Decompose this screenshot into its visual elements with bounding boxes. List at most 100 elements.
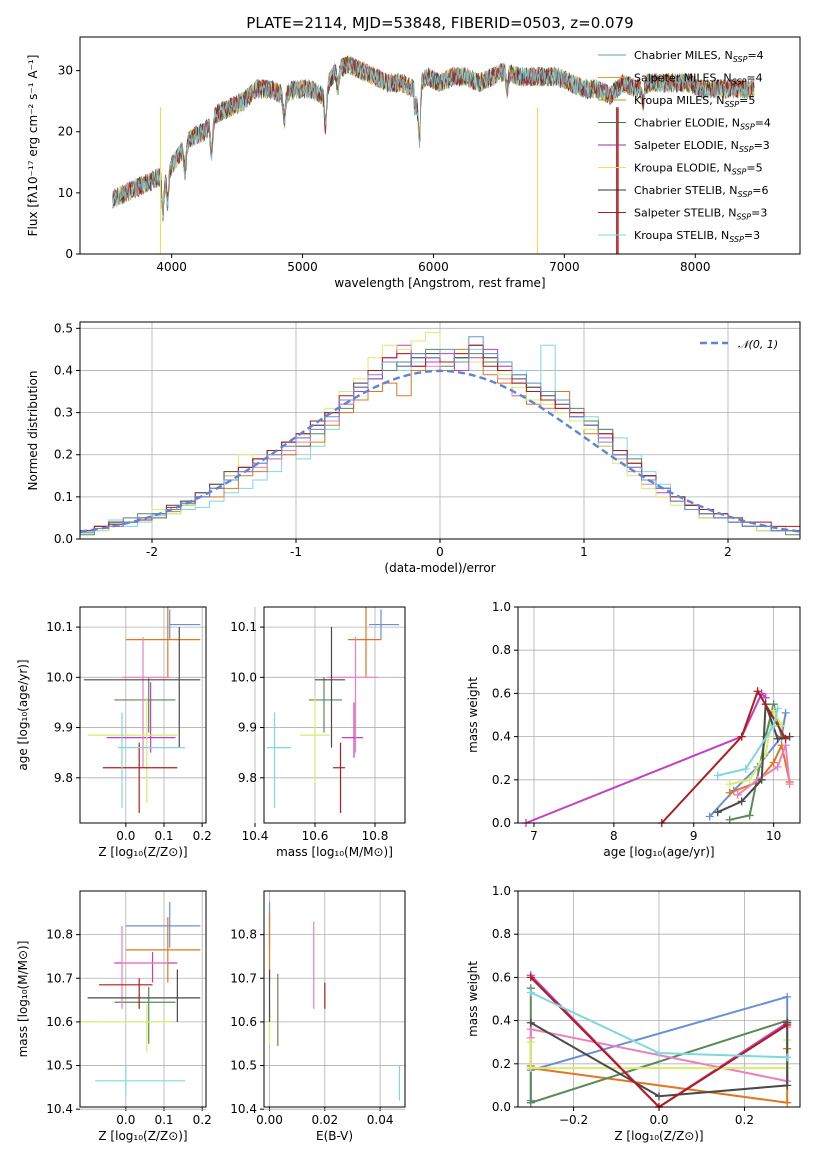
axes-frame: [79, 321, 801, 540]
y-tick-label: 10.0: [230, 670, 257, 684]
y-tick-label: 0.3: [54, 406, 73, 420]
data-point: [121, 925, 168, 1009]
y-tick-label: 0.0: [54, 532, 73, 546]
legend-label: Kroupa STELIB, NSSP=3: [634, 229, 760, 244]
x-tick-label: 0: [436, 545, 444, 559]
data-point: [114, 677, 176, 733]
legend-subscript: SSP: [738, 190, 753, 199]
axes-frame: [517, 606, 801, 824]
data-point: [87, 969, 201, 1022]
data-point: [106, 682, 176, 753]
legend-label: Chabrier ELODIE, NSSP=4: [634, 117, 771, 132]
weight-marker: [773, 704, 782, 713]
axes-frame: [263, 890, 406, 1108]
x-axis-label: E(B-V): [316, 1129, 353, 1143]
data-point: [327, 637, 378, 753]
x-tick-label: 7000: [549, 260, 580, 274]
y-tick-label: 10.0: [46, 670, 73, 684]
spectrum-panel: 4000 5000 6000 7000 8000 0 10 20 30 wavelength [A…: [26, 36, 801, 290]
legend-subscript: SSP: [736, 213, 751, 222]
y-tick-label: 20: [58, 125, 73, 139]
legend-subscript: SSP: [740, 123, 755, 132]
data-point: [125, 917, 201, 983]
weight-marker: [781, 734, 790, 743]
x-axis-label: (data-model)/error: [384, 561, 495, 575]
y-tick-label: 0.0: [492, 1100, 511, 1114]
legend-subscript: SSP: [724, 100, 739, 109]
weight-marker: [757, 775, 766, 784]
legend-subscript: SSP: [732, 168, 747, 177]
data-point: [95, 1065, 185, 1097]
legend-value: =5: [739, 94, 755, 107]
normal-curve: [79, 369, 801, 533]
axes-frame: [517, 890, 801, 1108]
metallicity-mass-panel: 0.0 0.1 0.2 10.4 10.5 10.6 10.7 10.8 Z [log₁₀(Z/…: [16, 890, 212, 1143]
legend-value: =4: [747, 49, 763, 62]
x-tick-label: 0.1: [154, 1113, 173, 1127]
x-axis-label: Z [log₁₀(Z/Z⊙)]: [98, 845, 187, 859]
weight-marker: [737, 797, 746, 806]
spectrum-legend: Chabrier MILES, NSSP=4 Salpeter MILES, NS…: [598, 49, 771, 244]
x-axis-label: Z [log₁₀(Z/Z⊙)]: [98, 1129, 187, 1143]
weight-marker: [785, 780, 794, 789]
legend-label: Salpeter ELODIE, NSSP=3: [634, 139, 770, 154]
weight-marker: [655, 1049, 663, 1057]
weight-marker: [713, 808, 722, 817]
weight-marker: [745, 775, 754, 784]
weight-marker: [773, 762, 782, 771]
x-tick-label: 0.0: [649, 1113, 668, 1127]
x-tick-label: 6000: [418, 260, 449, 274]
x-axis-label: age [log₁₀(age/yr)]: [603, 845, 714, 859]
data-point: [125, 607, 201, 678]
data-point: [125, 901, 201, 948]
legend-label: 𝒩(0, 1): [738, 338, 778, 351]
legend-subscript: SSP: [732, 78, 747, 87]
legend-value: =3: [744, 229, 760, 242]
weight-marker: [733, 790, 742, 799]
weight-marker: [783, 1081, 792, 1090]
legend-subscript: SSP: [739, 145, 754, 154]
legend-value: =4: [755, 117, 771, 130]
axes-frame: [79, 606, 207, 824]
legend-label: Chabrier MILES, NSSP=4: [634, 49, 764, 64]
weight-marker: [753, 687, 762, 696]
legend-subscript: SSP: [729, 235, 744, 244]
y-axis-label: mass weight: [466, 961, 480, 1037]
x-tick-label: 0.1: [154, 829, 173, 843]
x-axis-label: Z [log₁₀(Z/Z⊙)]: [614, 1129, 703, 1143]
x-tick-label: -2: [146, 545, 158, 559]
y-tick-label: 9.9: [238, 721, 257, 735]
y-tick-label: 0: [65, 247, 73, 261]
legend-subscript: SSP: [733, 55, 748, 64]
axes-frame: [263, 606, 406, 824]
legend-label: Chabrier STELIB, NSSP=6: [634, 184, 768, 199]
x-tick-label: −0.2: [559, 1113, 588, 1127]
data-point: [83, 627, 201, 748]
x-tick-label: 0.0: [116, 1113, 135, 1127]
weight-marker: [526, 1018, 535, 1027]
legend-label: Salpeter MILES, NSSP=4: [634, 72, 763, 87]
y-tick-label: 0.8: [492, 927, 511, 941]
weight-marker: [705, 812, 714, 821]
y-tick-label: 0.2: [492, 773, 511, 787]
legend-label: Salpeter STELIB, NSSP=3: [634, 207, 767, 222]
y-tick-label: 9.9: [54, 721, 73, 735]
y-axis-label: Normed distribution: [26, 371, 40, 491]
y-tick-label: 0.4: [54, 363, 73, 377]
y-tick-label: 0.6: [492, 686, 511, 700]
y-tick-label: 0.0: [492, 816, 511, 830]
weight-marker: [783, 1020, 792, 1029]
y-axis-label: mass [log₁₀(M/M⊙)]: [16, 941, 30, 1058]
weight-marker: [769, 758, 778, 767]
y-axis-label: age [log₁₀(age/yr)]: [16, 659, 30, 770]
data-point: [122, 637, 170, 768]
x-tick-label: 0.2: [193, 1113, 212, 1127]
y-tick-label: 0.4: [492, 1014, 511, 1028]
x-tick-label: 1: [580, 545, 588, 559]
weight-marker: [769, 721, 778, 730]
data-point: [309, 677, 342, 733]
axes-frame: [79, 36, 801, 255]
x-tick-label: 2: [724, 545, 732, 559]
weight-marker: [773, 734, 782, 743]
x-axis-label: mass [log₁₀(M/M⊙)]: [276, 845, 393, 859]
